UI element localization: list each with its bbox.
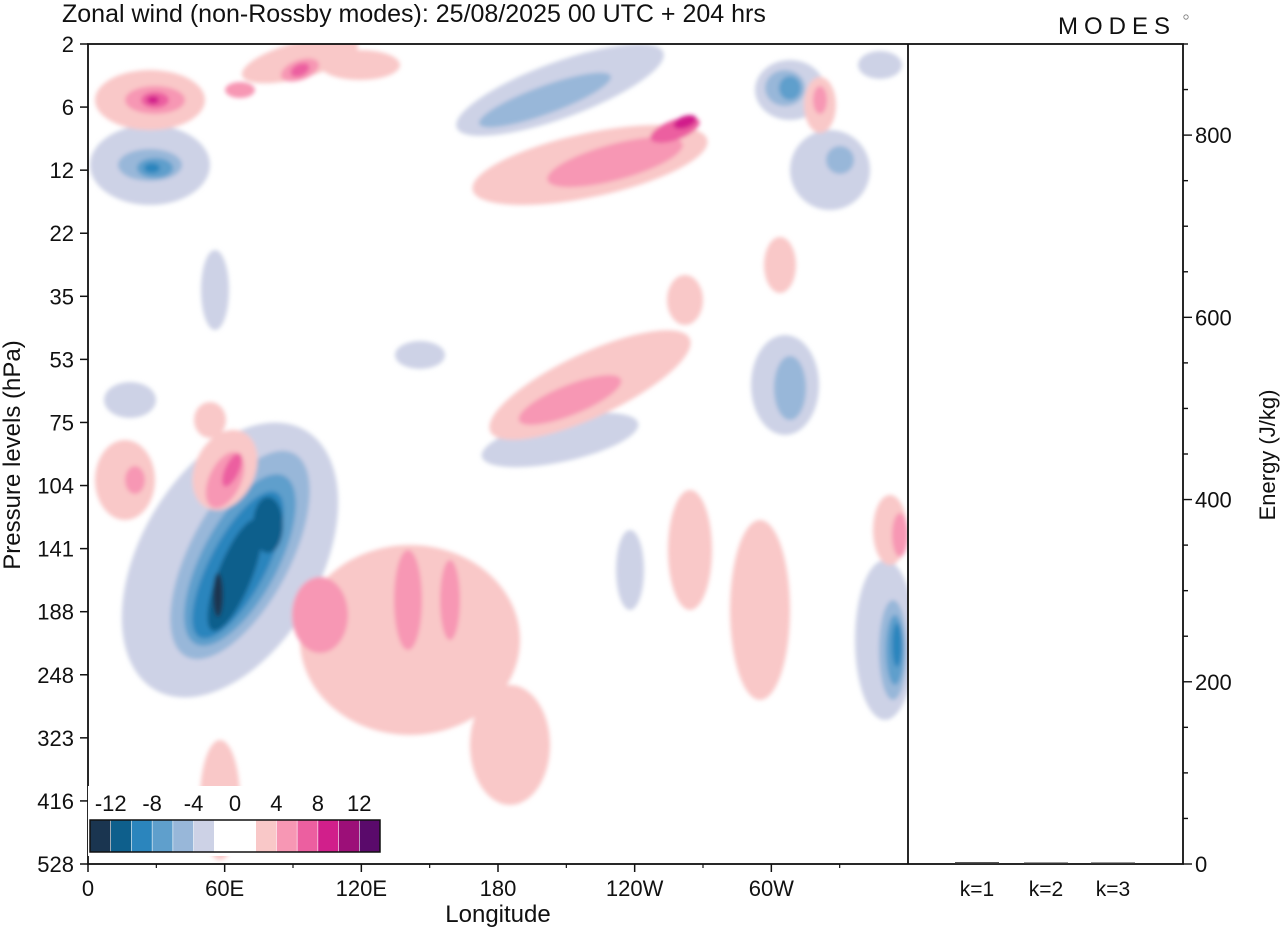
colorbar-swatch — [276, 820, 298, 852]
y-tick-label: 248 — [37, 663, 74, 688]
colorbar: -12 -8 -4 0 4 8 12 — [88, 786, 382, 856]
energy-tick-label: 800 — [1195, 123, 1232, 148]
energy-bar — [1091, 862, 1135, 864]
x-axis-ticks: 0 60E 120E 180 120W 60W — [82, 864, 841, 901]
y-tick-label: 104 — [37, 474, 74, 499]
colorbar-label: 0 — [229, 791, 241, 816]
colorbar-label: 8 — [312, 791, 324, 816]
colorbar-swatch — [214, 820, 236, 852]
colorbar-label: -8 — [142, 791, 162, 816]
y-tick-label: 528 — [37, 852, 74, 877]
y-tick-label: 323 — [37, 726, 74, 751]
y-tick-label: 188 — [37, 600, 74, 625]
colorbar-swatch — [255, 820, 277, 852]
energy-tick-label: 400 — [1195, 488, 1232, 513]
colorbar-swatch — [90, 820, 112, 852]
heatmap-field — [90, 44, 908, 860]
colorbar-swatch — [297, 820, 319, 852]
x-tick-label: 120E — [336, 876, 387, 901]
energy-tick-label: 200 — [1195, 670, 1232, 695]
energy-axis-ticks: 0 200 400 600 800 — [1183, 43, 1232, 877]
energy-category-label: k=2 — [1029, 878, 1063, 901]
energy-axis-label: Energy (J/kg) — [1255, 390, 1280, 521]
colorbar-label: 4 — [270, 791, 282, 816]
x-axis-label: Longitude — [445, 901, 550, 928]
chart-title: Zonal wind (non-Rossby modes): 25/08/202… — [62, 0, 766, 28]
colorbar-swatch — [235, 820, 257, 852]
colorbar-swatch — [338, 820, 360, 852]
colorbar-swatch — [110, 820, 132, 852]
y-tick-label: 12 — [50, 158, 74, 183]
energy-tick-label: 600 — [1195, 305, 1232, 330]
energy-bars: k=1 k=2 k=3 — [955, 862, 1135, 901]
colorbar-swatch — [152, 820, 174, 852]
y-tick-label: 75 — [50, 410, 74, 435]
energy-category-label: k=3 — [1096, 878, 1130, 901]
y-tick-label: 53 — [50, 347, 74, 372]
y-tick-label: 416 — [37, 789, 74, 814]
colorbar-label: -12 — [95, 791, 127, 816]
energy-bar — [955, 862, 999, 864]
colorbar-swatch — [317, 820, 340, 852]
x-tick-label: 60W — [749, 876, 794, 901]
y-axis-ticks: 2 6 12 22 35 53 75 104 141 188 248 323 416 528 — [37, 32, 88, 877]
energy-category-label: k=1 — [960, 878, 994, 901]
y-tick-label: 35 — [50, 284, 74, 309]
x-tick-label: 180 — [480, 876, 517, 901]
colorbar-label: -4 — [184, 791, 204, 816]
y-tick-label: 22 — [50, 221, 74, 246]
y-tick-label: 141 — [37, 537, 74, 562]
energy-bar — [1024, 862, 1068, 864]
x-tick-label: 120W — [606, 876, 664, 901]
colorbar-swatch — [359, 820, 381, 852]
contour-pos-8 — [147, 96, 697, 129]
colorbar-swatch — [193, 820, 215, 852]
y-tick-label: 2 — [62, 32, 74, 57]
colorbar-swatch — [131, 820, 153, 852]
colorbar-label: 12 — [347, 791, 371, 816]
y-axis-label: Pressure levels (hPa) — [0, 340, 26, 569]
logo-registered-mark — [1183, 14, 1189, 20]
colorbar-frame — [89, 819, 381, 853]
energy-tick-label: 0 — [1195, 852, 1207, 877]
modes-logo: MODES — [1058, 13, 1176, 40]
colorbar-swatch — [172, 820, 195, 852]
x-tick-label: 0 — [82, 876, 94, 901]
y-tick-label: 6 — [62, 95, 74, 120]
x-tick-label: 60E — [205, 876, 244, 901]
contour-neg-14 — [213, 573, 223, 617]
